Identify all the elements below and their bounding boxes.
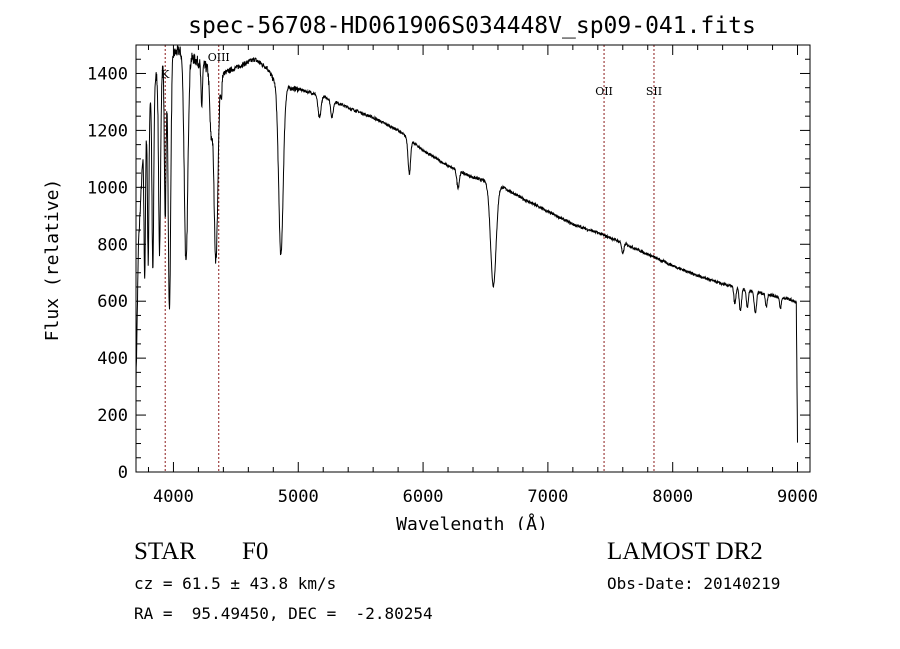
- line-marker-label: K: [161, 68, 170, 81]
- object-class: STAR: [134, 538, 196, 565]
- y-tick-label: 200: [97, 406, 128, 426]
- y-tick-label: 400: [97, 349, 128, 369]
- line-marker-label: OIII: [208, 51, 230, 64]
- y-tick-label: 600: [97, 292, 128, 312]
- coordinates: RA = 95.49450, DEC = -2.80254: [134, 604, 433, 623]
- spectrum-chart: spec-56708-HD061906S034448V_sp09-041.fit…: [42, 13, 818, 530]
- y-tick-label: 1000: [87, 178, 128, 198]
- x-tick-label: 9000: [777, 487, 818, 507]
- line-marker-label: SII: [646, 85, 662, 98]
- y-tick-label: 0: [118, 463, 128, 483]
- survey-name: LAMOST DR2: [607, 538, 763, 565]
- x-tick-label: 7000: [527, 487, 568, 507]
- y-axis-label: Flux (relative): [42, 179, 63, 342]
- line-marker-label: OII: [595, 85, 613, 98]
- plot-area: 4000 5000 6000 7000 8000 9000 0 200 400 600 800 100…: [87, 44, 818, 507]
- x-tick-label: 4000: [153, 487, 194, 507]
- object-subclass: F0: [242, 538, 269, 565]
- x-axis-label: Wavelength (Å): [396, 513, 548, 530]
- y-tick-label: 1400: [87, 64, 128, 84]
- chart-title: spec-56708-HD061906S034448V_sp09-041.fit…: [188, 13, 756, 39]
- y-tick-label: 800: [97, 235, 128, 255]
- spectrum-line: [135, 45, 798, 443]
- x-tick-label: 8000: [652, 487, 693, 507]
- y-tick-label: 1200: [87, 121, 128, 141]
- redshift-velocity: cz = 61.5 ± 43.8 km/s: [134, 574, 337, 593]
- plot-frame: [135, 44, 811, 473]
- x-tick-label: 6000: [403, 487, 444, 507]
- observation-date: Obs-Date: 20140219: [607, 574, 781, 593]
- x-tick-label: 5000: [278, 487, 319, 507]
